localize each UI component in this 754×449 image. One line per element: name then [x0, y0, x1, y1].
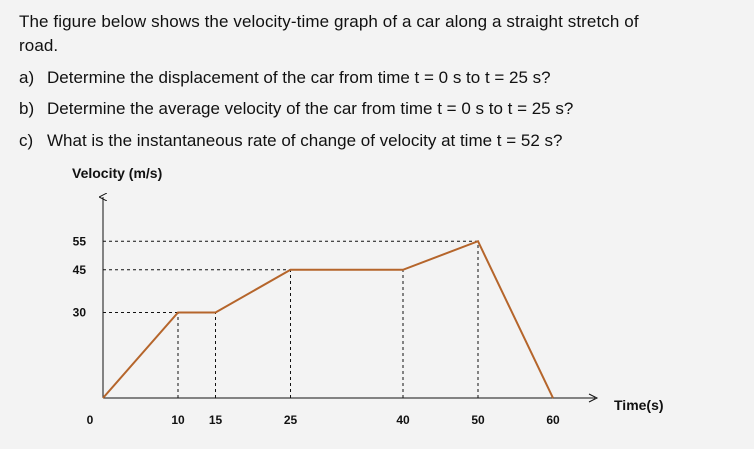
velocity-line [102, 239, 554, 399]
x-tick-label: 10 [171, 413, 185, 427]
y-tick-label: 45 [73, 263, 87, 277]
x-tick-label: 0 [87, 413, 94, 427]
guide-lines [103, 240, 479, 398]
y-axis-title: Velocity (m/s) [72, 165, 162, 181]
part-c-text: What is the instantaneous rate of change… [47, 131, 563, 150]
part-c-label: c) [19, 131, 34, 150]
part-b-text: Determine the average velocity of the ca… [47, 99, 574, 118]
series-layer [102, 239, 554, 399]
part-a-label: a) [19, 68, 35, 87]
part-b-label: b) [19, 99, 35, 118]
tick-labels: 0 10 15 25 40 50 60 30 45 55 [73, 234, 560, 427]
part-a-text: Determine the displacement of the car fr… [47, 68, 551, 87]
x-tick-label: 50 [471, 413, 485, 427]
x-axis-title: Time(s) [614, 397, 664, 413]
x-tick-label: 25 [284, 413, 298, 427]
y-tick-label: 30 [73, 306, 87, 320]
axes [103, 197, 599, 403]
x-tick-label: 40 [396, 413, 410, 427]
x-tick-label: 60 [546, 413, 560, 427]
y-tick-label: 55 [73, 234, 87, 248]
intro-line-1: The figure below shows the velocity-time… [19, 12, 639, 31]
intro-line-2: road. [19, 36, 59, 55]
x-tick-label: 15 [209, 413, 223, 427]
x-axis-arrow [588, 393, 599, 403]
